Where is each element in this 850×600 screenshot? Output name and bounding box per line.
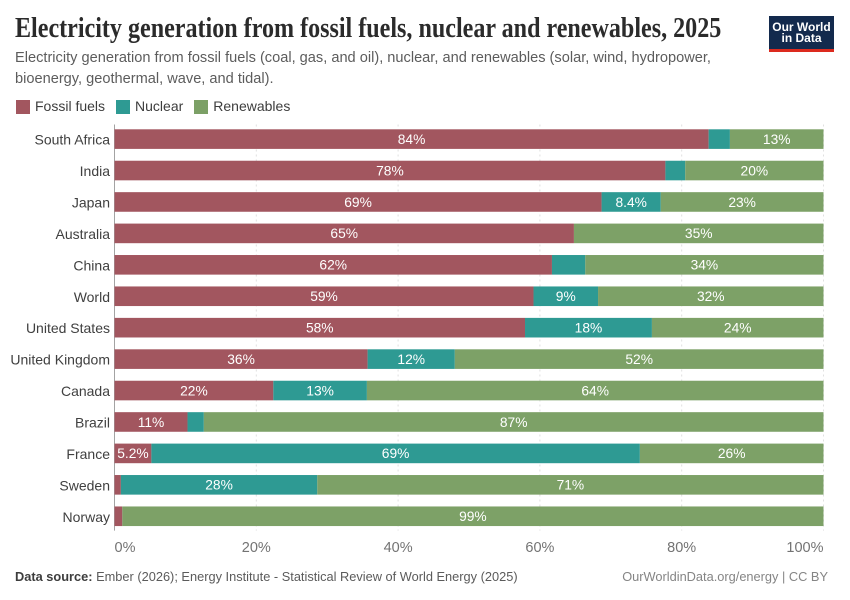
svg-text:28%: 28% [205,478,233,493]
svg-text:Norway: Norway [63,509,110,525]
svg-text:13%: 13% [763,132,791,147]
svg-text:South Africa: South Africa [35,132,111,148]
svg-text:Sweden: Sweden [59,477,110,493]
svg-text:87%: 87% [500,415,528,430]
svg-text:8.4%: 8.4% [615,195,646,210]
svg-text:China: China [73,257,110,273]
svg-text:20%: 20% [741,163,769,178]
svg-text:12%: 12% [397,352,425,367]
svg-text:69%: 69% [382,446,410,461]
svg-text:Australia: Australia [56,226,111,242]
svg-text:35%: 35% [685,226,713,241]
svg-text:58%: 58% [306,320,334,335]
svg-text:36%: 36% [227,352,255,367]
svg-text:United States: United States [26,320,110,336]
svg-text:62%: 62% [319,258,347,273]
svg-text:52%: 52% [625,352,653,367]
svg-text:9%: 9% [556,289,576,304]
svg-text:64%: 64% [581,383,609,398]
svg-text:32%: 32% [697,289,725,304]
svg-text:34%: 34% [691,258,719,273]
svg-text:71%: 71% [557,478,585,493]
svg-text:20%: 20% [242,540,271,556]
svg-text:40%: 40% [384,540,413,556]
svg-text:Brazil: Brazil [75,414,110,430]
svg-text:60%: 60% [525,540,554,556]
svg-text:World: World [74,289,110,305]
svg-text:65%: 65% [330,226,358,241]
svg-text:100%: 100% [786,540,823,556]
svg-text:59%: 59% [310,289,338,304]
svg-text:Canada: Canada [61,383,110,399]
svg-text:India: India [80,163,111,179]
svg-text:69%: 69% [344,195,372,210]
svg-text:5.2%: 5.2% [117,446,148,461]
svg-text:23%: 23% [728,195,756,210]
svg-text:13%: 13% [306,383,334,398]
svg-text:0%: 0% [115,540,136,556]
svg-text:Japan: Japan [72,194,110,210]
svg-text:80%: 80% [667,540,696,556]
svg-text:11%: 11% [138,415,165,430]
svg-text:France: France [66,446,110,462]
svg-text:22%: 22% [180,383,208,398]
svg-text:26%: 26% [718,446,746,461]
svg-text:18%: 18% [575,320,603,335]
svg-text:United Kingdom: United Kingdom [10,352,110,368]
svg-text:24%: 24% [724,320,752,335]
svg-text:84%: 84% [398,132,426,147]
svg-text:78%: 78% [376,163,404,178]
svg-text:99%: 99% [459,509,487,524]
